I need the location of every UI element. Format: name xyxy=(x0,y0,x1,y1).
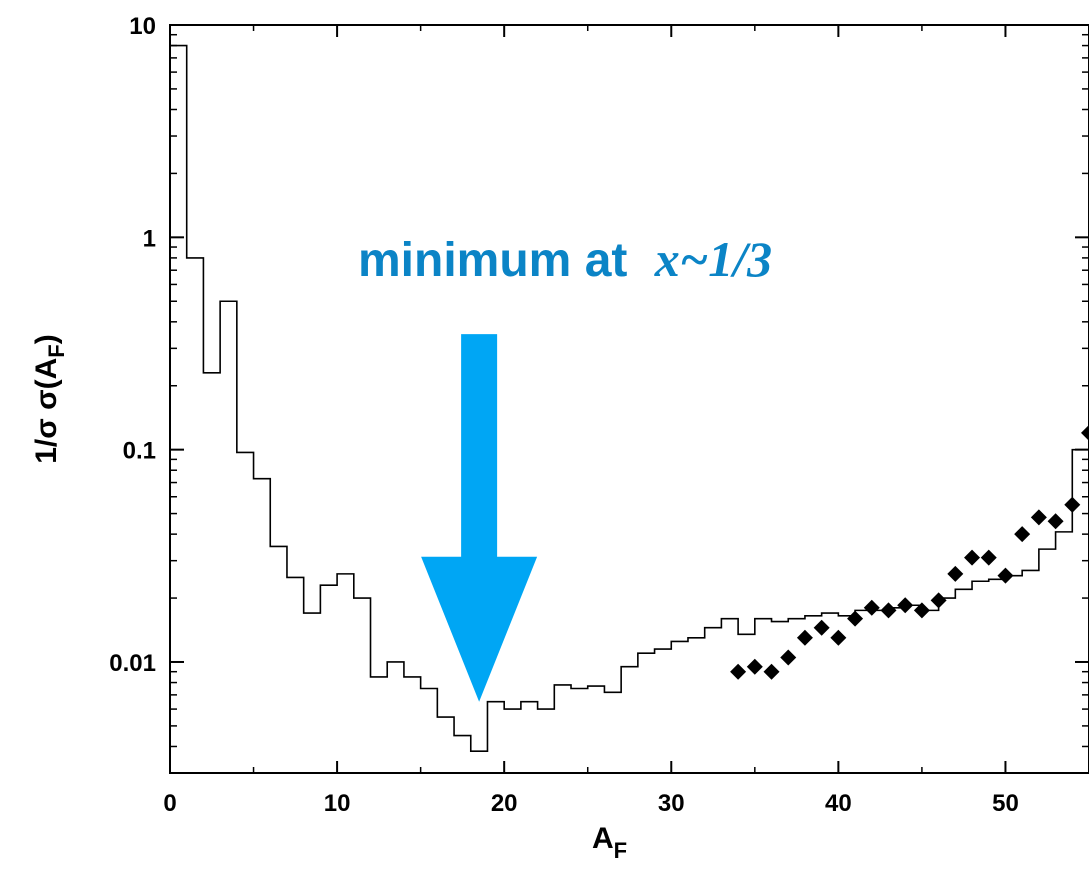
data-point xyxy=(913,602,930,619)
data-point xyxy=(980,549,997,566)
histogram-line xyxy=(169,44,1089,773)
histogram-series xyxy=(169,44,1089,773)
x-tick-label: 0 xyxy=(163,790,176,817)
plot-frame xyxy=(169,24,1089,774)
x-tick-label: 40 xyxy=(825,790,852,817)
data-point xyxy=(897,597,914,614)
data-point xyxy=(880,602,897,619)
data-point xyxy=(964,549,981,566)
y-axis-title: 1/σ σ(AF) xyxy=(30,334,69,464)
data-point xyxy=(847,610,864,627)
axis-labels: AF1/σ σ(AF) xyxy=(30,334,627,863)
data-point xyxy=(730,663,747,680)
data-point xyxy=(1030,509,1047,526)
x-tick-label: 10 xyxy=(324,790,351,817)
y-axis-title-main: 1/σ σ(A xyxy=(30,358,63,464)
data-point xyxy=(997,567,1014,584)
data-point xyxy=(1014,526,1031,543)
data-point xyxy=(1047,513,1064,530)
y-axis-title-close: ) xyxy=(30,334,63,344)
data-point xyxy=(746,658,763,675)
x-tick-label: 30 xyxy=(658,790,685,817)
annotation-arrow-shaft xyxy=(461,334,498,558)
x-axis-title-main: A xyxy=(592,822,614,855)
annotation-arrow-head xyxy=(421,556,538,702)
y-tick-label: 10 xyxy=(129,13,156,40)
data-point xyxy=(930,592,947,609)
data-point xyxy=(813,619,830,636)
annotation-label: minimum at xyxy=(358,234,641,287)
data-point xyxy=(947,565,964,582)
y-tick-label: 0.01 xyxy=(109,650,156,677)
data-point xyxy=(763,663,780,680)
plot-axes: 0 10 20 30 40 50 0.01 0.1 1 10 xyxy=(109,13,1089,817)
data-point xyxy=(1064,496,1081,513)
data-point xyxy=(1081,424,1089,441)
y-axis-title-sub: F xyxy=(44,344,69,357)
x-tick-label: 50 xyxy=(992,790,1019,817)
annotation-text: minimum at x~1/3 xyxy=(358,231,772,287)
x-tick-label: 20 xyxy=(491,790,518,817)
data-point xyxy=(780,649,797,666)
y-tick-label: 1 xyxy=(143,225,156,252)
marker-series xyxy=(730,424,1089,680)
annotation-math: x~1/3 xyxy=(654,231,772,287)
y-tick-label: 0.1 xyxy=(123,438,156,465)
data-point xyxy=(863,599,880,616)
data-point xyxy=(796,629,813,646)
x-axis-title-sub: F xyxy=(614,838,627,863)
annotation: minimum at x~1/3 xyxy=(358,231,772,702)
x-axis-title: AF xyxy=(592,822,627,863)
data-point xyxy=(830,629,847,646)
